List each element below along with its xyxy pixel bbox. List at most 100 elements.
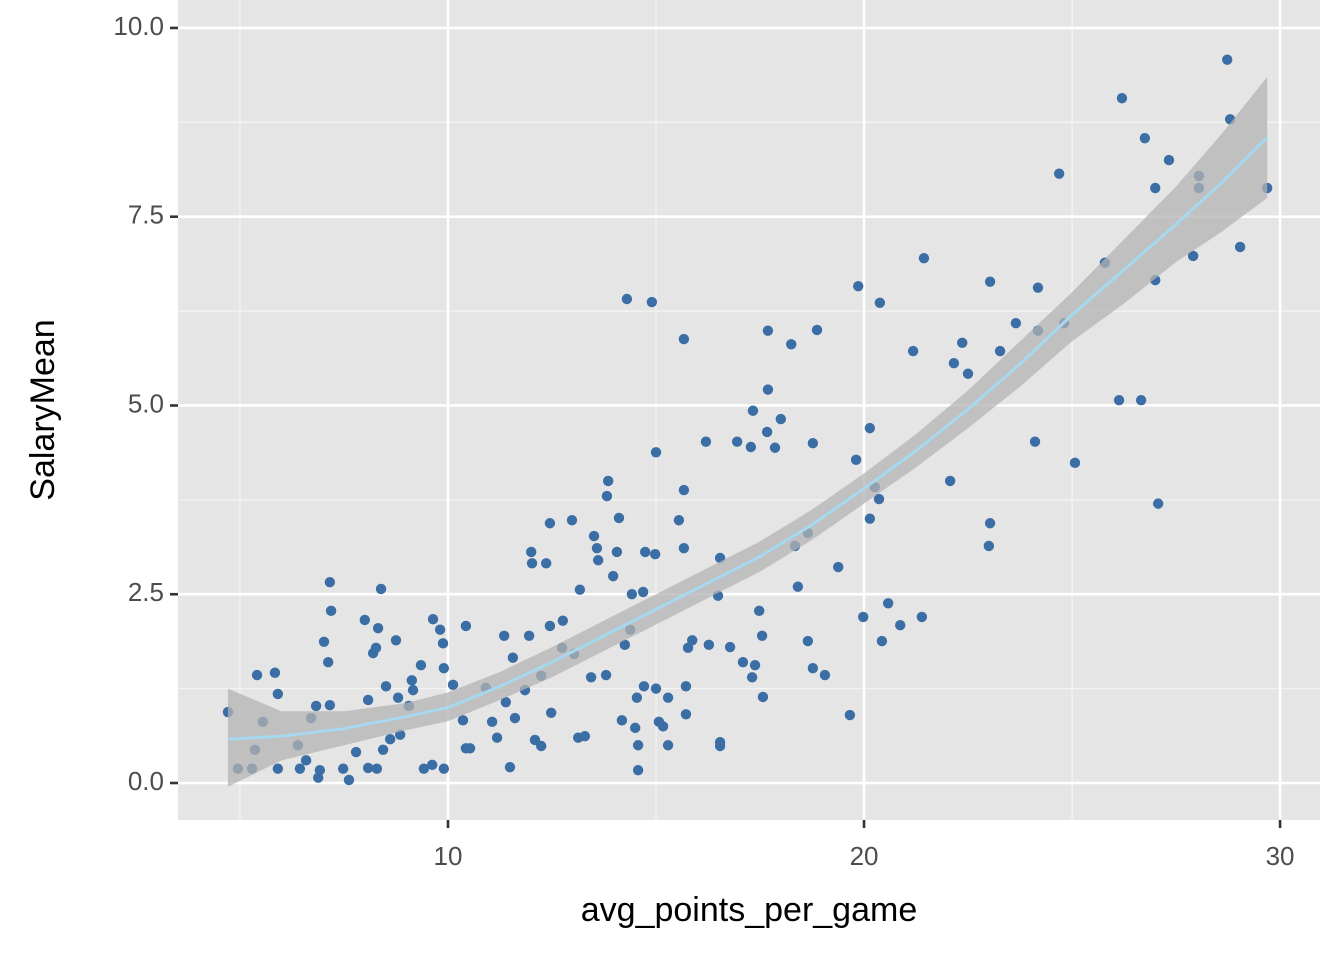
point	[786, 339, 797, 350]
point	[657, 721, 669, 732]
point	[762, 384, 774, 395]
point	[438, 663, 450, 674]
point	[380, 681, 392, 692]
point	[850, 454, 862, 466]
point	[703, 639, 715, 651]
point	[819, 669, 831, 681]
point	[1032, 282, 1044, 293]
point	[526, 558, 538, 569]
point	[745, 441, 757, 453]
point	[762, 325, 774, 336]
point	[807, 438, 819, 449]
point	[687, 635, 698, 646]
point	[372, 623, 384, 634]
point	[607, 570, 619, 582]
point	[637, 586, 649, 598]
point	[427, 613, 439, 625]
point	[649, 549, 661, 560]
point	[540, 558, 552, 569]
x-tick-label: 10	[434, 841, 463, 871]
point	[324, 700, 336, 711]
point	[792, 581, 804, 592]
point	[310, 700, 322, 712]
point	[638, 681, 650, 692]
point	[557, 615, 569, 626]
point	[437, 638, 449, 649]
point	[1187, 250, 1199, 262]
point	[1139, 132, 1151, 144]
point	[864, 422, 876, 434]
point	[1163, 154, 1175, 166]
point	[775, 413, 787, 425]
x-axis-title: avg_points_per_game	[581, 891, 917, 929]
point	[731, 436, 743, 447]
point	[447, 679, 459, 691]
confidence-band	[227, 77, 1268, 787]
point	[1029, 436, 1041, 447]
point	[251, 669, 263, 681]
point	[377, 744, 389, 755]
point	[1135, 394, 1147, 406]
point	[362, 694, 374, 706]
point	[626, 589, 638, 600]
point	[769, 442, 781, 453]
point	[426, 759, 438, 771]
point	[1053, 168, 1065, 179]
point	[464, 743, 476, 754]
point	[544, 620, 556, 632]
point	[314, 764, 326, 776]
point	[918, 253, 930, 264]
point	[632, 764, 644, 776]
point	[1069, 457, 1081, 469]
point	[1152, 498, 1164, 509]
point	[749, 660, 761, 671]
point	[359, 614, 370, 626]
point	[673, 515, 685, 526]
point	[1116, 92, 1128, 104]
point	[1113, 394, 1125, 406]
point	[619, 639, 631, 651]
point	[491, 732, 503, 743]
point	[588, 530, 600, 542]
point	[523, 630, 535, 641]
point	[407, 684, 419, 696]
point	[864, 513, 876, 524]
point	[390, 635, 402, 646]
point	[325, 605, 337, 617]
point	[544, 518, 556, 529]
point	[1234, 241, 1246, 253]
point	[853, 280, 864, 292]
point	[616, 715, 628, 726]
point	[632, 740, 644, 751]
point	[844, 709, 856, 721]
y-axis-title: SalaryMean	[24, 319, 62, 500]
point	[601, 490, 613, 502]
point	[746, 672, 758, 683]
y-tick-label: 5.0	[128, 388, 164, 418]
point	[737, 656, 749, 668]
point	[811, 324, 823, 336]
point	[678, 484, 690, 496]
point	[362, 762, 374, 774]
point	[662, 740, 674, 751]
point	[807, 663, 819, 674]
point	[874, 297, 886, 308]
point	[662, 692, 674, 703]
point	[269, 667, 281, 678]
point	[1222, 54, 1233, 65]
point	[545, 707, 557, 718]
point	[882, 598, 894, 609]
point	[678, 542, 690, 554]
point	[944, 475, 956, 487]
point	[406, 675, 418, 686]
point	[802, 635, 814, 647]
point	[392, 692, 404, 703]
point	[994, 345, 1006, 357]
point	[591, 542, 603, 554]
point	[504, 761, 516, 773]
point	[415, 660, 427, 671]
point	[757, 691, 769, 703]
point	[384, 734, 396, 745]
point	[747, 405, 759, 416]
point	[566, 515, 578, 526]
